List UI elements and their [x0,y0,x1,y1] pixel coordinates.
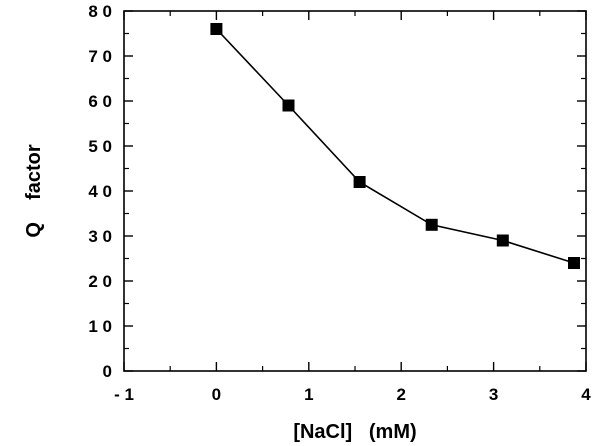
data-point-marker [353,176,366,188]
y-tick-label: 8 0 [88,2,112,21]
series-layer [210,23,580,269]
x-tick-label: 2 [396,385,405,404]
data-point-marker [568,257,580,269]
y-tick-label: 6 0 [88,92,112,111]
y-tick-label: 5 0 [88,137,112,156]
x-axis-title: [NaCl] (mM) [293,421,416,443]
data-point-marker [282,99,295,112]
x-tick-label: - 1 [114,385,134,404]
y-axis-title: Q factor [23,144,45,238]
x-tick-label: 1 [304,385,313,404]
data-point-marker [210,23,223,35]
y-tick-label: 7 0 [88,47,112,66]
y-tick-label: 1 0 [88,317,112,336]
x-tick-label: 3 [489,385,498,404]
series-line [215,28,575,264]
y-tick-label: 0 [103,362,112,381]
y-tick-label: 2 0 [88,272,112,291]
x-tick-label: 0 [212,385,221,404]
data-point-marker [496,234,509,247]
data-point-marker [425,218,438,231]
x-tick-label: 4 [581,385,591,404]
y-tick-label: 4 0 [88,182,112,201]
plot-frame [123,10,587,372]
y-tick-label: 3 0 [88,227,112,246]
